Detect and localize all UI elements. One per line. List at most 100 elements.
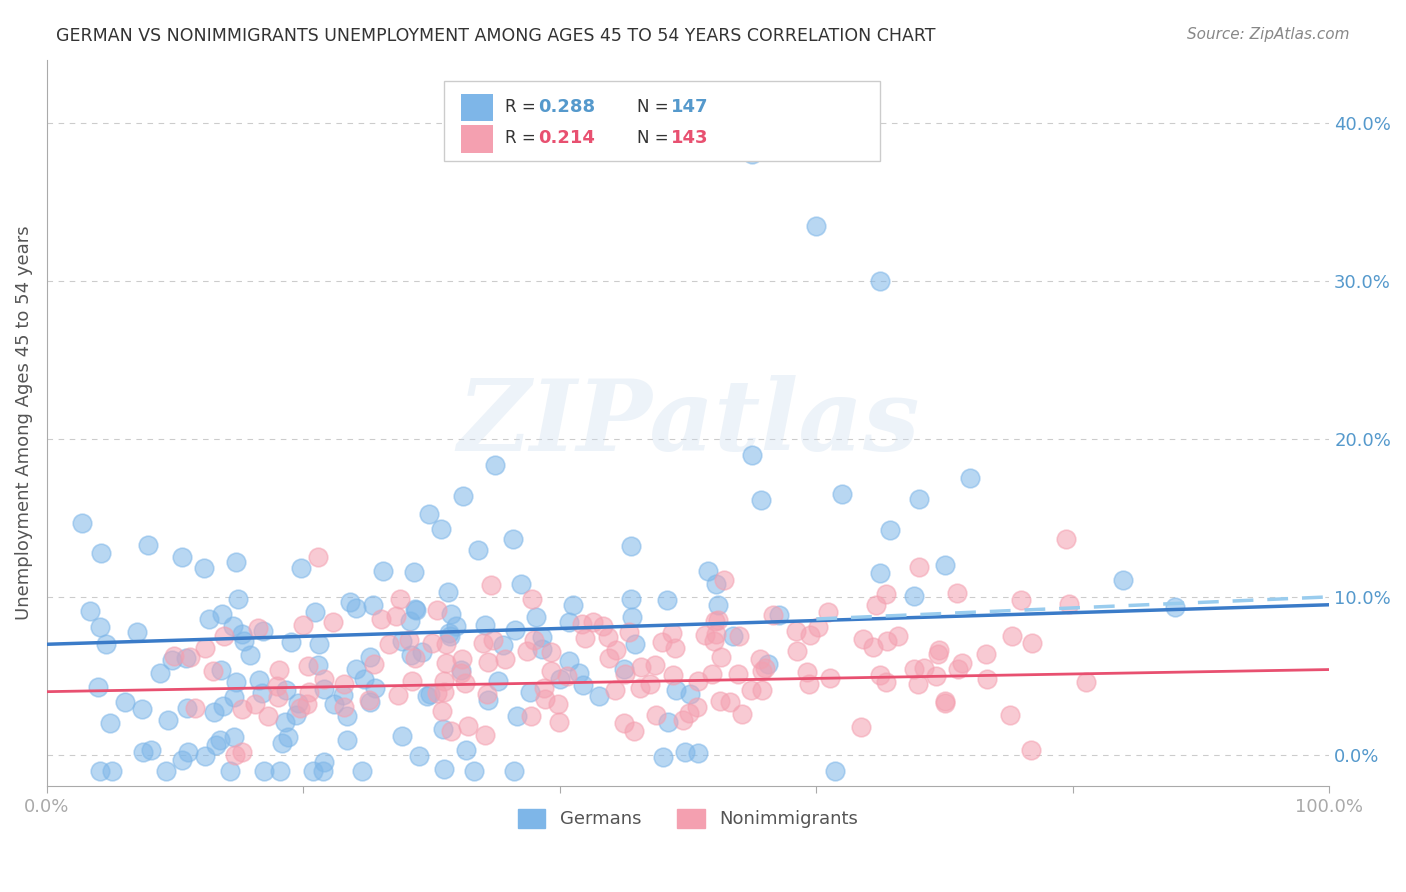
Point xyxy=(387,688,409,702)
Point xyxy=(155,764,177,778)
Point xyxy=(101,764,124,778)
Point xyxy=(644,658,666,673)
Point xyxy=(436,585,458,599)
Point xyxy=(401,674,423,689)
Point xyxy=(179,649,201,664)
Point xyxy=(959,471,981,485)
Point xyxy=(950,656,973,670)
Point xyxy=(307,658,329,673)
Point xyxy=(378,637,401,651)
Point xyxy=(357,693,380,707)
Point xyxy=(540,645,562,659)
Point xyxy=(998,708,1021,723)
Point xyxy=(219,764,242,778)
Point xyxy=(157,713,180,727)
Point xyxy=(661,626,683,640)
Point xyxy=(269,764,291,778)
Bar xyxy=(461,125,494,153)
Point xyxy=(201,665,224,679)
Point xyxy=(172,549,194,564)
Point xyxy=(371,564,394,578)
Point xyxy=(620,610,643,624)
Point xyxy=(285,708,308,723)
Point xyxy=(1019,743,1042,757)
Point xyxy=(710,650,733,665)
Point xyxy=(183,700,205,714)
Point xyxy=(522,591,544,606)
Point xyxy=(350,764,373,778)
Point xyxy=(125,624,148,639)
Point xyxy=(799,628,821,642)
Point xyxy=(253,764,276,778)
Point xyxy=(247,621,270,635)
Point xyxy=(887,629,910,643)
Point xyxy=(806,219,828,233)
Point xyxy=(524,609,547,624)
Point xyxy=(477,692,499,706)
Point xyxy=(582,615,605,629)
Text: ZIPatlas: ZIPatlas xyxy=(457,375,920,471)
Point xyxy=(212,698,235,713)
Point xyxy=(572,678,595,692)
Point xyxy=(336,732,359,747)
Point xyxy=(651,635,673,649)
Point xyxy=(477,655,499,669)
Point xyxy=(693,628,716,642)
Point xyxy=(704,627,727,641)
Point xyxy=(879,524,901,538)
Point xyxy=(620,592,643,607)
Point xyxy=(132,745,155,759)
Point xyxy=(287,697,309,711)
Point xyxy=(907,559,929,574)
Point xyxy=(934,694,956,708)
Point xyxy=(1001,629,1024,643)
Point xyxy=(280,635,302,649)
Point xyxy=(672,713,695,727)
Point xyxy=(785,624,807,639)
Point xyxy=(474,618,496,632)
Point xyxy=(741,147,763,161)
Point xyxy=(875,675,897,690)
Point xyxy=(477,688,499,702)
Point xyxy=(138,539,160,553)
Point xyxy=(620,540,643,554)
Point xyxy=(946,662,969,676)
Point xyxy=(434,656,457,670)
Point xyxy=(243,697,266,711)
Point xyxy=(706,613,728,627)
Point xyxy=(437,625,460,640)
Text: 143: 143 xyxy=(672,129,709,147)
Point xyxy=(429,522,451,536)
Point xyxy=(488,674,510,689)
Point xyxy=(562,598,585,612)
Point xyxy=(226,592,249,607)
Point xyxy=(697,565,720,579)
Point xyxy=(713,573,735,587)
Point xyxy=(472,636,495,650)
Point xyxy=(98,715,121,730)
Point xyxy=(70,516,93,530)
Point xyxy=(250,686,273,700)
Point xyxy=(807,620,830,634)
Point xyxy=(491,638,513,652)
Point xyxy=(333,677,356,691)
Point xyxy=(89,764,111,778)
Y-axis label: Unemployment Among Ages 45 to 54 years: Unemployment Among Ages 45 to 54 years xyxy=(15,226,32,620)
Point xyxy=(212,629,235,643)
Point xyxy=(494,652,516,666)
Point xyxy=(314,756,336,770)
Point xyxy=(332,688,354,702)
Point xyxy=(430,704,453,718)
Point xyxy=(817,605,839,619)
Point xyxy=(450,663,472,677)
Point xyxy=(233,633,256,648)
Point xyxy=(1057,598,1080,612)
Point xyxy=(298,684,321,698)
Point xyxy=(312,764,335,778)
Point xyxy=(876,633,898,648)
Point xyxy=(928,642,950,657)
Point xyxy=(768,607,790,622)
Point xyxy=(205,739,228,753)
Point xyxy=(686,673,709,688)
Text: Source: ZipAtlas.com: Source: ZipAtlas.com xyxy=(1187,27,1350,42)
